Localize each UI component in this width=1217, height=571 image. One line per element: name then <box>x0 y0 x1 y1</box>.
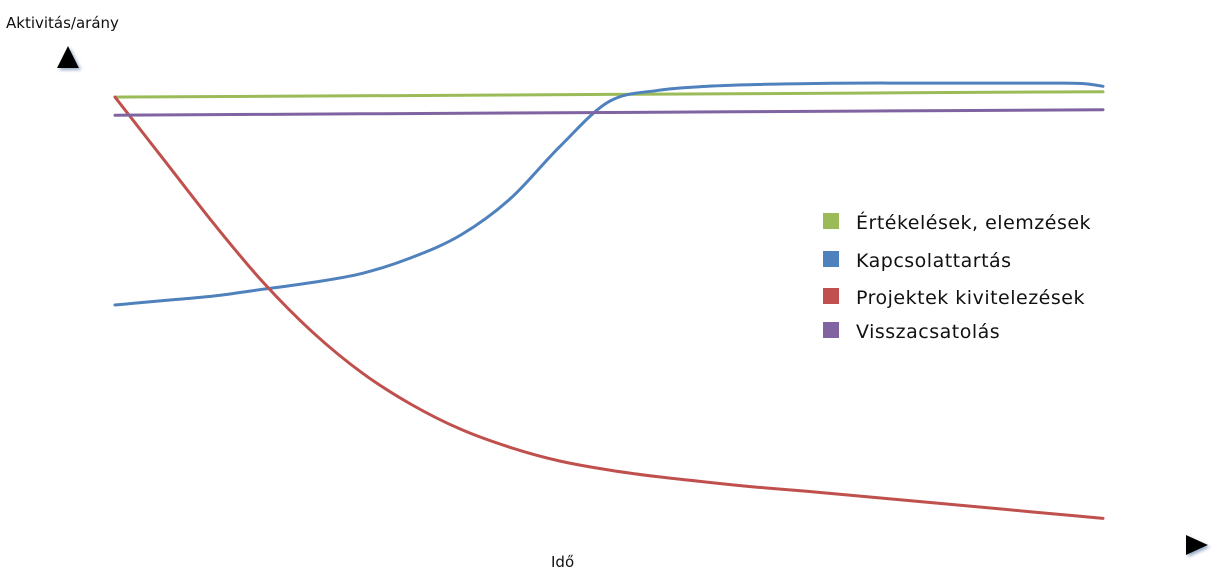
legend-label-kapcsolattartas: Kapcsolattartás <box>856 250 1012 272</box>
y-axis-title: Aktivitás/arány <box>6 14 119 32</box>
legend-swatch-ertekelesek <box>823 213 839 229</box>
series-line-ertekelesek <box>113 90 1105 99</box>
legend-item-ertekelesek: Értékelések, elemzések <box>823 211 1091 234</box>
series-line-projektek <box>113 95 1105 520</box>
legend-label-projektek: Projektek kivitelezések <box>856 287 1085 309</box>
x-axis-arrowhead <box>1186 535 1208 555</box>
legend-item-projektek: Projektek kivitelezések <box>823 287 1085 309</box>
y-axis-arrowhead <box>57 46 79 68</box>
legend-swatch-visszacsatolas <box>823 322 839 338</box>
legend: Értékelések, elemzések Kapcsolattartás P… <box>823 211 1091 343</box>
legend-item-visszacsatolas: Visszacsatolás <box>823 321 1000 343</box>
x-axis-title: Idő <box>551 553 574 571</box>
legend-swatch-projektek <box>823 288 839 304</box>
legend-label-ertekelesek: Értékelések, elemzések <box>856 211 1091 234</box>
axes <box>57 46 1208 555</box>
legend-swatch-kapcsolattartas <box>823 251 839 267</box>
series-line-visszacsatolas <box>113 108 1105 117</box>
legend-label-visszacsatolas: Visszacsatolás <box>856 321 1000 343</box>
legend-item-kapcsolattartas: Kapcsolattartás <box>823 250 1012 272</box>
series-layer <box>113 81 1105 520</box>
series-line-kapcsolattartas <box>113 81 1105 307</box>
